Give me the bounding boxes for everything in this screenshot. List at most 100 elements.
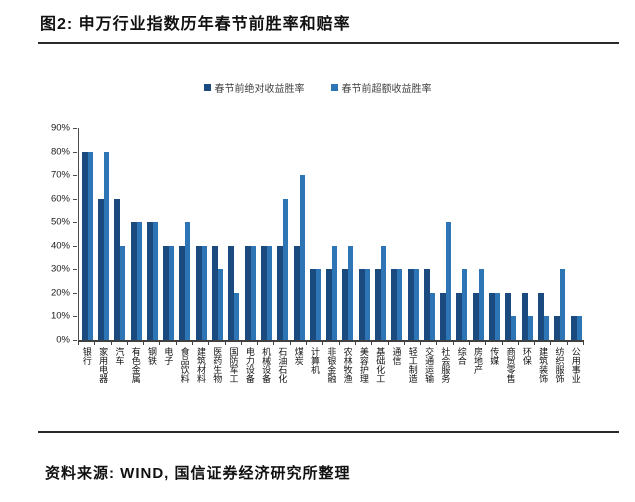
chart-legend: 春节前绝对收益胜率 春节前超额收益胜率	[0, 80, 635, 95]
x-label-cell: 计算机	[306, 347, 322, 427]
x-tick-mark	[289, 342, 291, 345]
x-tick-mark	[240, 342, 242, 345]
x-category-label: 家用电器	[98, 347, 109, 383]
bar	[391, 269, 398, 340]
bar	[423, 269, 430, 340]
x-category-label: 石油石化	[277, 347, 288, 383]
y-tick-mark	[73, 292, 77, 294]
x-label-cell: 公用事业	[567, 347, 583, 427]
bar	[543, 316, 549, 340]
bar	[413, 269, 419, 340]
x-category-label: 煤炭	[293, 347, 304, 365]
bar	[489, 292, 496, 340]
bar	[348, 245, 354, 340]
bar	[218, 269, 224, 340]
y-tick-mark	[73, 340, 77, 341]
x-tick-mark	[583, 342, 584, 345]
x-label-cell: 美容护理	[355, 347, 371, 427]
bar	[358, 269, 365, 340]
category-group	[275, 128, 291, 340]
bar	[326, 269, 333, 340]
bar	[146, 222, 153, 340]
x-label-cell: 煤炭	[290, 347, 306, 427]
x-label-cell: 有色金属	[127, 347, 143, 427]
x-label-cell: 电子	[159, 347, 175, 427]
bar	[478, 269, 484, 340]
x-tick-mark	[159, 342, 161, 345]
x-label-cell: 社会服务	[437, 347, 453, 427]
x-category-label: 综合	[456, 347, 467, 365]
category-group	[356, 128, 372, 340]
x-tick-mark	[175, 342, 177, 345]
x-tick-mark	[371, 342, 373, 345]
bar	[266, 245, 272, 340]
x-tick-mark	[485, 342, 487, 345]
bar	[201, 245, 207, 340]
x-tick-mark	[126, 342, 128, 345]
category-group	[454, 128, 470, 340]
bar	[505, 292, 512, 340]
bar	[560, 269, 566, 340]
x-label-cell: 家用电器	[94, 347, 110, 427]
y-tick-label: 90%	[50, 122, 70, 134]
x-tick-mark	[566, 342, 568, 345]
legend-swatch-absolute	[203, 84, 211, 91]
category-group	[112, 128, 128, 340]
bar	[537, 292, 544, 340]
bar	[570, 316, 577, 340]
bar	[364, 269, 370, 340]
x-tick-mark	[452, 342, 454, 345]
x-category-label: 建筑装饰	[538, 347, 549, 383]
bar	[521, 292, 528, 340]
x-category-label: 纺织服饰	[554, 347, 565, 383]
x-category-label: 计算机	[310, 347, 321, 374]
category-group	[291, 128, 307, 340]
data-source-note: 资料来源: WIND, 国信证券经济研究所整理	[45, 465, 351, 482]
bar	[456, 292, 463, 340]
bar	[407, 269, 414, 340]
y-tick-label: 0%	[56, 334, 70, 346]
x-label-cell: 医药生物	[208, 347, 224, 427]
category-group	[128, 128, 144, 340]
category-group	[421, 128, 437, 340]
category-group	[177, 128, 193, 340]
category-group	[535, 128, 551, 340]
x-label-cell: 建筑装饰	[534, 347, 550, 427]
footer-divider	[38, 431, 619, 433]
bar	[374, 269, 381, 340]
bar	[446, 222, 452, 340]
category-group	[323, 128, 339, 340]
category-group	[79, 128, 95, 340]
y-tick-mark	[73, 222, 77, 224]
x-label-cell: 房地产	[469, 347, 485, 427]
x-tick-mark	[387, 342, 389, 345]
bar	[293, 245, 300, 340]
x-label-cell: 农林牧渔	[339, 347, 355, 427]
legend-label-absolute: 春节前绝对收益胜率	[214, 84, 305, 95]
x-tick-mark	[403, 342, 405, 345]
x-label-cell: 纺织服饰	[551, 347, 567, 427]
x-category-label: 美容护理	[358, 347, 369, 383]
y-tick-label: 80%	[50, 146, 70, 158]
x-tick-mark	[306, 342, 308, 345]
x-category-label: 电子	[163, 347, 174, 365]
x-label-cell: 通信	[388, 347, 404, 427]
category-group	[470, 128, 486, 340]
bar	[179, 245, 186, 340]
bar	[87, 151, 93, 340]
y-tick-label: 60%	[50, 193, 70, 205]
x-label-cell: 综合	[453, 347, 469, 427]
category-group	[389, 128, 405, 340]
bar	[342, 269, 349, 340]
bar	[163, 245, 170, 340]
x-label-cell: 银行	[78, 347, 94, 427]
bar	[185, 222, 191, 340]
x-category-label: 银行	[81, 347, 92, 365]
category-group	[372, 128, 388, 340]
x-category-label: 公用事业	[570, 347, 581, 383]
x-tick-mark	[550, 342, 552, 345]
x-category-label: 有色金属	[130, 347, 141, 383]
category-group	[307, 128, 323, 340]
x-label-cell: 钢铁	[143, 347, 159, 427]
bar	[244, 245, 251, 340]
